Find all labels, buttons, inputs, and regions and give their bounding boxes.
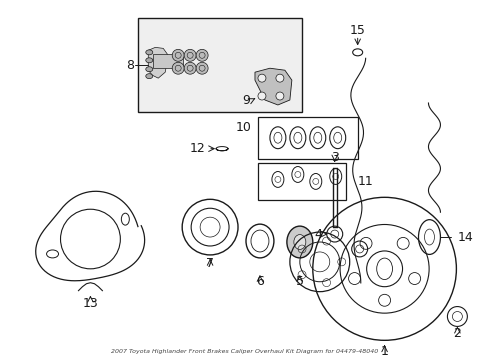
- Text: 5: 5: [295, 275, 303, 288]
- Circle shape: [172, 62, 184, 74]
- Polygon shape: [148, 48, 168, 78]
- Bar: [138, 18, 301, 112]
- Text: 15: 15: [349, 24, 365, 37]
- Ellipse shape: [145, 58, 152, 63]
- Circle shape: [258, 74, 265, 82]
- Ellipse shape: [293, 235, 305, 249]
- Text: 3: 3: [330, 151, 338, 164]
- Text: 2007 Toyota Highlander Front Brakes Caliper Overhaul Kit Diagram for 04479-48040: 2007 Toyota Highlander Front Brakes Cali…: [111, 349, 378, 354]
- Circle shape: [258, 92, 265, 100]
- Text: 9: 9: [242, 94, 249, 107]
- Ellipse shape: [286, 226, 312, 258]
- Text: 13: 13: [82, 297, 98, 310]
- Ellipse shape: [145, 74, 152, 78]
- Text: 12: 12: [189, 142, 204, 155]
- Text: 4: 4: [313, 228, 321, 240]
- Text: 11: 11: [357, 175, 373, 188]
- Text: 2: 2: [452, 327, 460, 340]
- Circle shape: [172, 49, 184, 61]
- Bar: [258, 117, 357, 159]
- Circle shape: [275, 74, 284, 82]
- Circle shape: [184, 62, 196, 74]
- Text: 6: 6: [256, 275, 264, 288]
- Text: 7: 7: [205, 257, 214, 270]
- Bar: [258, 163, 345, 200]
- Ellipse shape: [145, 67, 152, 72]
- Circle shape: [184, 49, 196, 61]
- Bar: [153, 54, 183, 68]
- Text: 14: 14: [456, 230, 472, 244]
- Ellipse shape: [145, 50, 152, 55]
- Polygon shape: [254, 68, 291, 105]
- Circle shape: [275, 92, 284, 100]
- Circle shape: [196, 62, 208, 74]
- Text: 10: 10: [236, 121, 251, 134]
- Circle shape: [196, 49, 208, 61]
- Text: 1: 1: [380, 345, 388, 358]
- Text: 8: 8: [126, 59, 134, 72]
